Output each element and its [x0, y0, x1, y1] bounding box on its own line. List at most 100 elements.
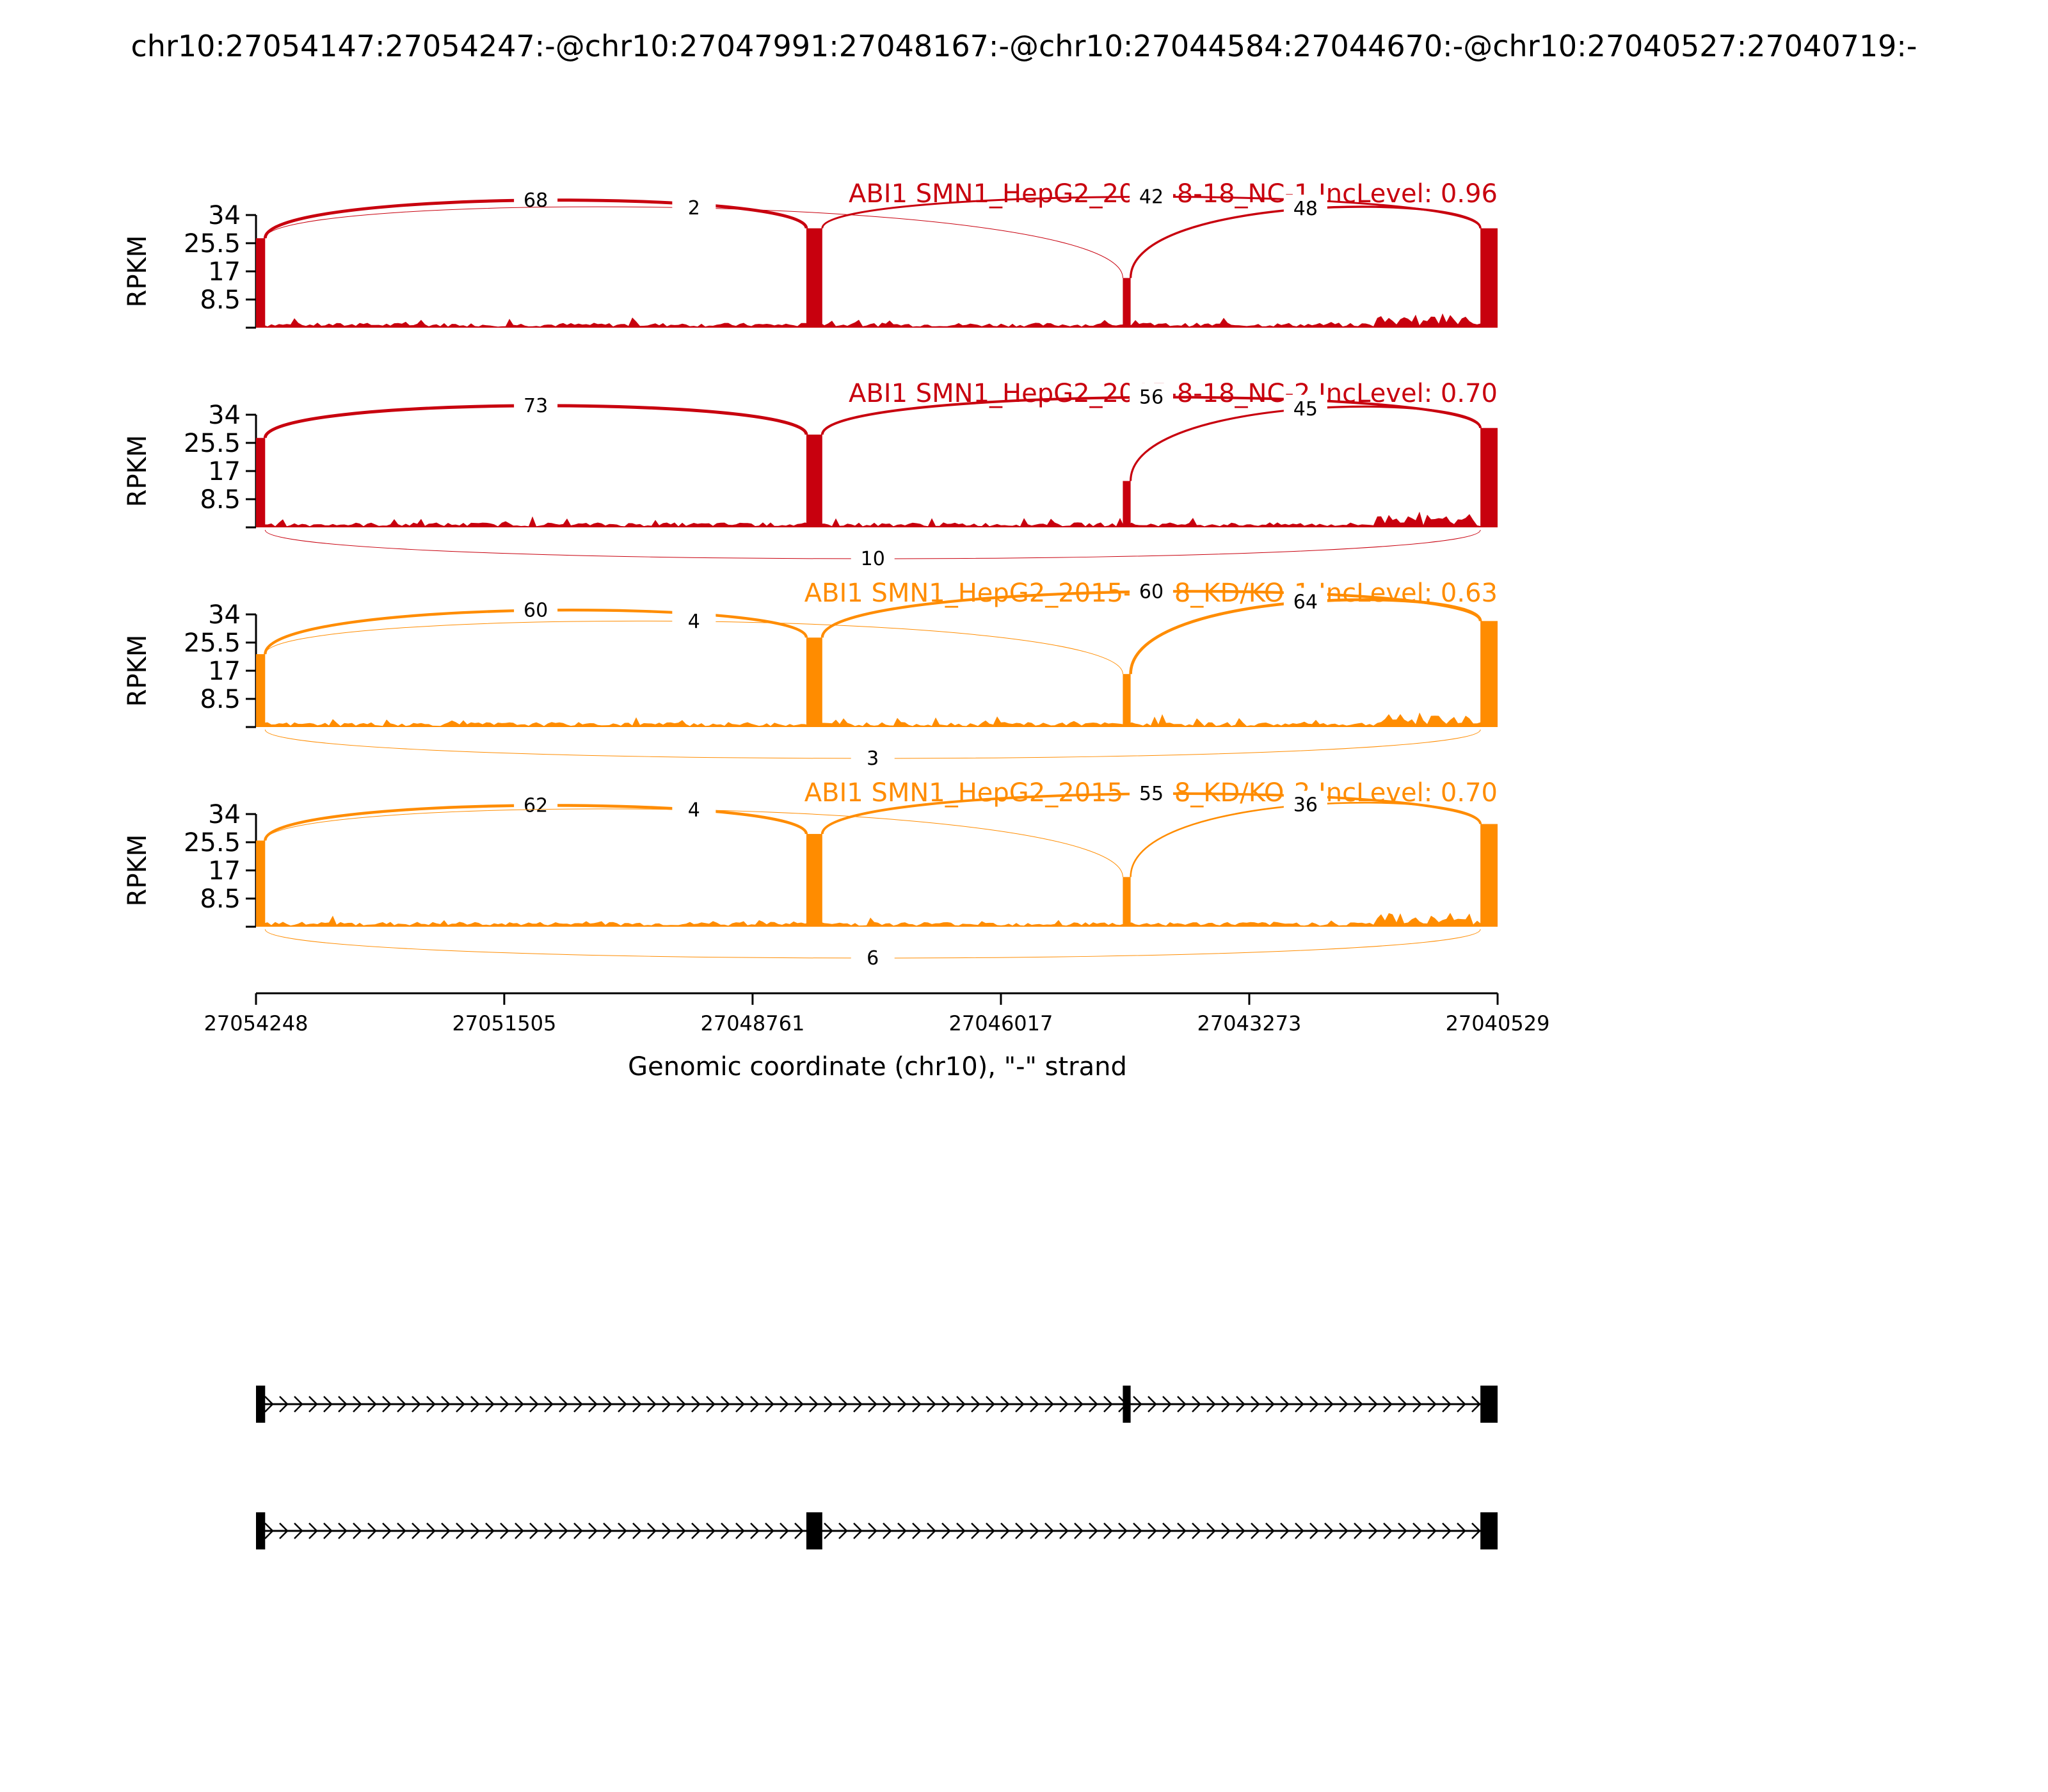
strand-arrow	[1280, 1523, 1290, 1539]
strand-arrow	[794, 1523, 804, 1539]
exon-coverage-peak	[1480, 824, 1498, 927]
exon-block	[1480, 1512, 1498, 1549]
strand-arrow	[323, 1523, 333, 1539]
strand-arrow	[780, 1396, 789, 1412]
junction-count: 60	[1139, 580, 1164, 603]
strand-arrow	[485, 1396, 495, 1412]
strand-arrow	[794, 1396, 804, 1412]
strand-arrow	[1368, 1523, 1378, 1539]
strand-arrow	[1383, 1523, 1393, 1539]
junction-count-bg	[851, 546, 895, 572]
strand-arrow	[1030, 1396, 1039, 1412]
y-tick-label: 8.5	[200, 485, 241, 515]
junction-count-bg	[514, 596, 558, 622]
exon-coverage-peak	[806, 435, 822, 527]
strand-arrow	[1412, 1396, 1422, 1412]
y-tick-label: 25.5	[184, 229, 241, 259]
junction-count-bg	[672, 193, 716, 220]
junction-count-bg	[672, 796, 716, 822]
coverage-area	[256, 511, 1498, 527]
strand-arrow	[1354, 1396, 1363, 1412]
strand-arrow	[971, 1396, 980, 1412]
strand-arrow	[515, 1523, 524, 1539]
strand-arrow	[618, 1523, 627, 1539]
junction-count: 10	[861, 548, 885, 570]
strand-arrow	[632, 1523, 642, 1539]
strand-arrow	[1280, 1396, 1290, 1412]
strand-arrow	[353, 1396, 362, 1412]
strand-arrow	[1015, 1523, 1025, 1539]
strand-arrow	[1030, 1523, 1039, 1539]
junction-count: 6	[867, 947, 879, 970]
strand-arrow	[971, 1523, 980, 1539]
strand-arrow	[868, 1523, 877, 1539]
strand-arrow	[279, 1523, 289, 1539]
junction-count: 4	[688, 611, 700, 633]
strand-arrow	[647, 1523, 657, 1539]
strand-arrow	[294, 1523, 303, 1539]
strand-arrow	[676, 1396, 686, 1412]
strand-arrow	[500, 1523, 509, 1539]
strand-arrow	[927, 1396, 936, 1412]
coverage-area	[256, 313, 1498, 328]
strand-arrow	[1177, 1523, 1187, 1539]
junction-count: 2	[688, 197, 700, 220]
strand-arrow	[264, 1396, 274, 1412]
strand-arrow	[1206, 1523, 1216, 1539]
strand-arrow	[1089, 1523, 1098, 1539]
strand-arrow	[1236, 1523, 1245, 1539]
strand-arrow	[588, 1396, 598, 1412]
strand-arrow	[986, 1523, 995, 1539]
strand-arrow	[1148, 1396, 1157, 1412]
exon-coverage-peak	[1123, 481, 1131, 527]
y-tick-label: 17	[208, 457, 241, 486]
strand-arrow	[279, 1396, 289, 1412]
strand-arrow	[1309, 1396, 1319, 1412]
strand-arrow	[735, 1396, 745, 1412]
strand-arrow	[1324, 1523, 1334, 1539]
junction-count-bg	[1283, 394, 1327, 420]
strand-arrow	[1471, 1523, 1481, 1539]
strand-arrow	[500, 1396, 509, 1412]
x-tick-label: 27048761	[700, 1011, 804, 1036]
exon-coverage-peak	[256, 438, 266, 527]
strand-arrow	[1089, 1396, 1098, 1412]
y-tick-label: 34	[208, 201, 241, 230]
x-tick-label: 27051505	[452, 1011, 556, 1036]
strand-arrow	[838, 1523, 848, 1539]
exon-coverage-peak	[256, 238, 266, 328]
junction-count-bg	[1129, 577, 1173, 604]
strand-arrow	[941, 1523, 951, 1539]
track-label: ABI1 SMN1_HepG2_2015-8-18_NC-1 IncLevel:…	[849, 179, 1498, 209]
strand-arrow	[632, 1396, 642, 1412]
y-axis-label: RPKM	[123, 835, 152, 907]
y-axis-label: RPKM	[123, 236, 152, 308]
tracks: ABI1 SMN1_HepG2_2015-8-18_NC-1 IncLevel:…	[123, 179, 1498, 971]
junction-count-bg	[851, 945, 895, 971]
junction-count: 42	[1139, 186, 1164, 208]
strand-arrow	[1412, 1523, 1422, 1539]
strand-arrow	[485, 1523, 495, 1539]
strand-arrow	[1133, 1523, 1142, 1539]
y-tick-label: 34	[208, 401, 241, 430]
y-tick-label: 8.5	[200, 285, 241, 315]
junction-count-bg	[851, 746, 895, 771]
strand-arrow	[1471, 1396, 1481, 1412]
junction-count: 60	[524, 600, 548, 622]
strand-arrow	[1059, 1396, 1069, 1412]
exon-coverage-peak	[806, 637, 822, 727]
strand-arrow	[397, 1523, 406, 1539]
strand-arrow	[1000, 1523, 1010, 1539]
strand-arrow	[662, 1523, 671, 1539]
y-tick-label: 17	[208, 257, 241, 287]
coverage-area	[256, 913, 1498, 927]
strand-arrow	[868, 1396, 877, 1412]
strand-arrow	[588, 1523, 598, 1539]
strand-arrow	[721, 1396, 730, 1412]
x-tick-label: 27043273	[1197, 1011, 1302, 1036]
strand-arrow	[1383, 1396, 1393, 1412]
strand-arrow	[1162, 1396, 1172, 1412]
strand-arrow	[382, 1396, 392, 1412]
isoform-1	[256, 1386, 1498, 1423]
